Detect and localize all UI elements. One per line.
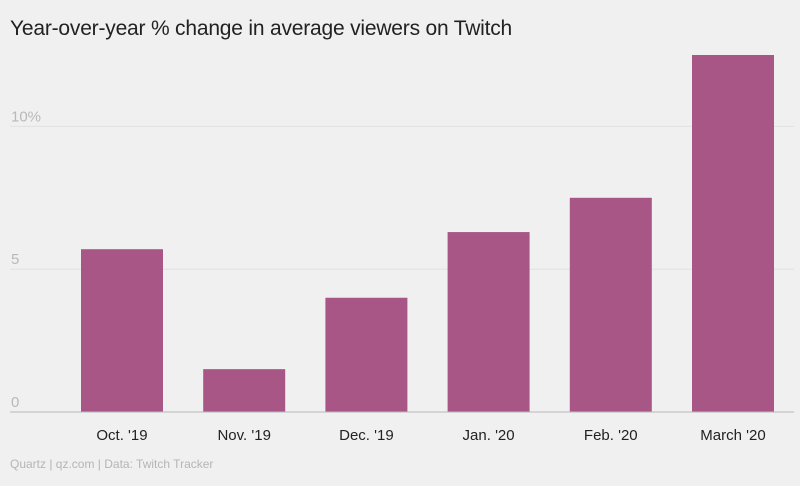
bar <box>692 55 774 412</box>
x-tick-label: Oct. '19 <box>96 427 147 444</box>
x-tick-label: Jan. '20 <box>463 427 515 444</box>
x-tick-label: March '20 <box>700 427 765 444</box>
chart-title: Year-over-year % change in average viewe… <box>10 17 513 40</box>
bar <box>81 249 163 412</box>
y-tick-label: 5 <box>11 251 19 268</box>
axes: 0 5 10% Oct. '19 Nov. '19 Dec. '19 Jan. '20 Feb… <box>10 108 794 444</box>
bar <box>203 369 286 412</box>
bar <box>447 232 530 412</box>
gridlines <box>10 125 794 270</box>
x-tick-label: Dec. '19 <box>339 427 394 444</box>
source-note: Quartz | qz.com | Data: Twitch Tracker <box>10 457 214 471</box>
bar <box>325 297 408 412</box>
x-tick-label: Nov. '19 <box>217 427 270 444</box>
bar <box>569 197 652 412</box>
y-tick-label: 0 <box>11 394 19 411</box>
y-tick-label: 10% <box>11 108 41 125</box>
bars <box>81 55 774 412</box>
x-tick-label: Feb. '20 <box>584 427 638 444</box>
